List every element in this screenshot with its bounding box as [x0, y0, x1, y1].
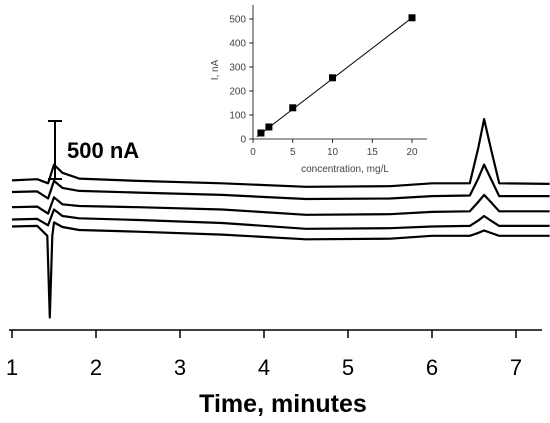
- inset-y-ticks: 0 100 200 300 400 500: [229, 15, 253, 146]
- inset-x-tick-label: 10: [327, 147, 339, 158]
- inset-data-point: [329, 74, 336, 82]
- inset-data-point: [408, 14, 416, 22]
- inset-y-tick-label: 200: [229, 87, 246, 98]
- calibration-inset: 0 100 200 300 400 500 0 5 10 15 20 concentration,…: [210, 5, 427, 175]
- chromatogram-trace-2: [11, 163, 550, 201]
- inset-data-point: [265, 123, 273, 131]
- inset-y-tick-label: 500: [229, 15, 246, 26]
- chromatogram-trace-3: [11, 193, 550, 216]
- inset-y-tick-label: 300: [229, 63, 246, 74]
- inset-x-axis-title: concentration, mg/L: [301, 164, 389, 175]
- x-tick-label: 4: [258, 355, 270, 380]
- inset-y-tick-label: 100: [229, 111, 246, 122]
- inset-x-ticks: 0 5 10 15 20: [250, 139, 418, 158]
- x-tick-label: 6: [426, 355, 438, 380]
- x-axis: 1 2 3 4 5 6 7 Time, minutes: [6, 329, 542, 418]
- x-axis-ticks: 1 2 3 4 5 6 7: [6, 330, 522, 380]
- inset-data-point: [289, 104, 297, 112]
- chromatogram-panel: 500 nA 1 2 3 4 5 6 7 Time, minutes: [6, 118, 550, 418]
- inset-points: [257, 14, 416, 137]
- x-tick-label: 2: [90, 355, 102, 380]
- chromatogram-trace-5: [11, 221, 550, 319]
- x-tick-label: 3: [174, 355, 186, 380]
- inset-x-tick-label: 15: [367, 147, 379, 158]
- chromatogram-trace-1: [11, 118, 550, 188]
- x-tick-label: 1: [6, 355, 18, 380]
- inset-y-axis-title: I, nA: [210, 59, 221, 80]
- inset-x-tick-label: 5: [290, 147, 296, 158]
- inset-y-tick-label: 0: [240, 135, 246, 146]
- x-tick-label: 5: [342, 355, 354, 380]
- inset-data-point: [257, 129, 265, 137]
- x-tick-label: 7: [510, 355, 522, 380]
- scale-bar: 500 nA: [48, 120, 139, 180]
- scale-bar-label: 500 nA: [67, 138, 139, 163]
- inset-y-tick-label: 400: [229, 39, 246, 50]
- chromatogram-traces: [11, 118, 550, 319]
- inset-x-tick-label: 20: [406, 147, 418, 158]
- x-axis-title: Time, minutes: [199, 390, 367, 418]
- chromatogram-trace-4: [11, 208, 550, 230]
- inset-x-tick-label: 0: [250, 147, 256, 158]
